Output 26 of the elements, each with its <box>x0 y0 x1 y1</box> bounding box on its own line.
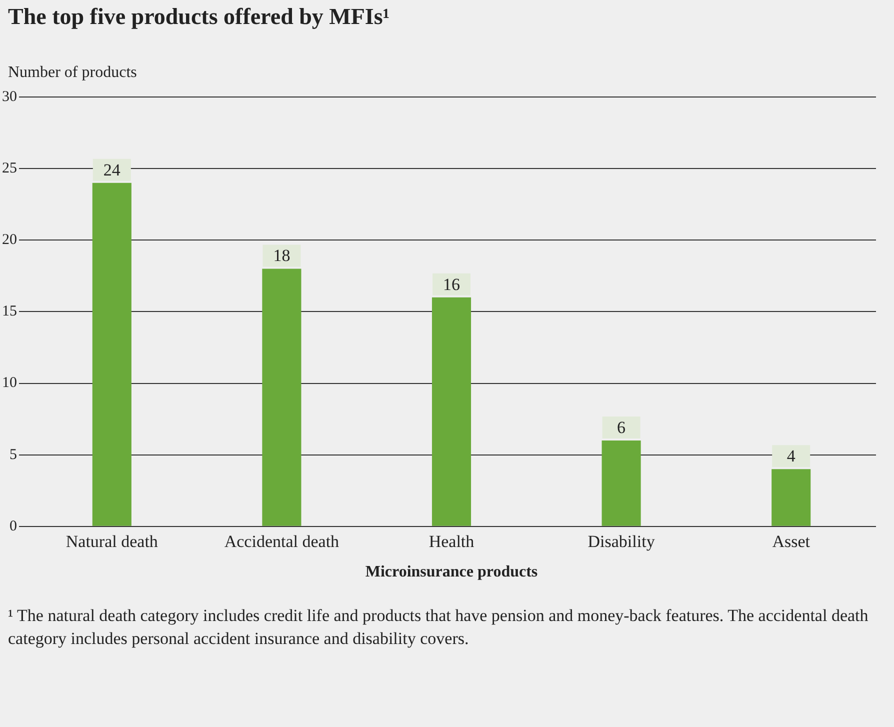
x-tick-label: Disability <box>588 532 656 552</box>
data-label: 24 <box>103 160 121 180</box>
data-label: 6 <box>617 418 626 437</box>
data-label: 16 <box>443 274 460 294</box>
y-tick-label: 25 <box>2 160 17 177</box>
x-tick-label: Health <box>428 532 475 552</box>
x-axis-title: Microinsurance products <box>365 564 538 581</box>
x-tick-label: Natural death <box>66 532 158 552</box>
text: ¹ The natural death category includes credit life and products that have pension and money-back features. The accidental death category includes personal accident insurance and disability covers. <box>8 605 870 650</box>
bar <box>602 440 641 526</box>
bar <box>92 182 132 526</box>
bar <box>432 297 472 526</box>
data-label: 18 <box>273 246 290 266</box>
y-tick-label: 10 <box>2 375 17 392</box>
y-axis-title: Number of products <box>8 64 137 82</box>
y-tick-label: 5 <box>10 446 17 463</box>
data-label: 4 <box>786 446 796 466</box>
y-tick-label: 0 <box>10 518 17 534</box>
y-tick-label: 30 <box>2 88 17 105</box>
chart-title: The top five products offered by MFIs¹ <box>8 4 390 30</box>
y-tick-label: 20 <box>2 232 17 248</box>
y-tick-label: 15 <box>2 304 17 320</box>
bar <box>262 268 302 526</box>
x-tick-label: Asset <box>772 532 810 552</box>
bar <box>772 469 811 526</box>
x-tick-label: Accidental death <box>224 532 340 552</box>
